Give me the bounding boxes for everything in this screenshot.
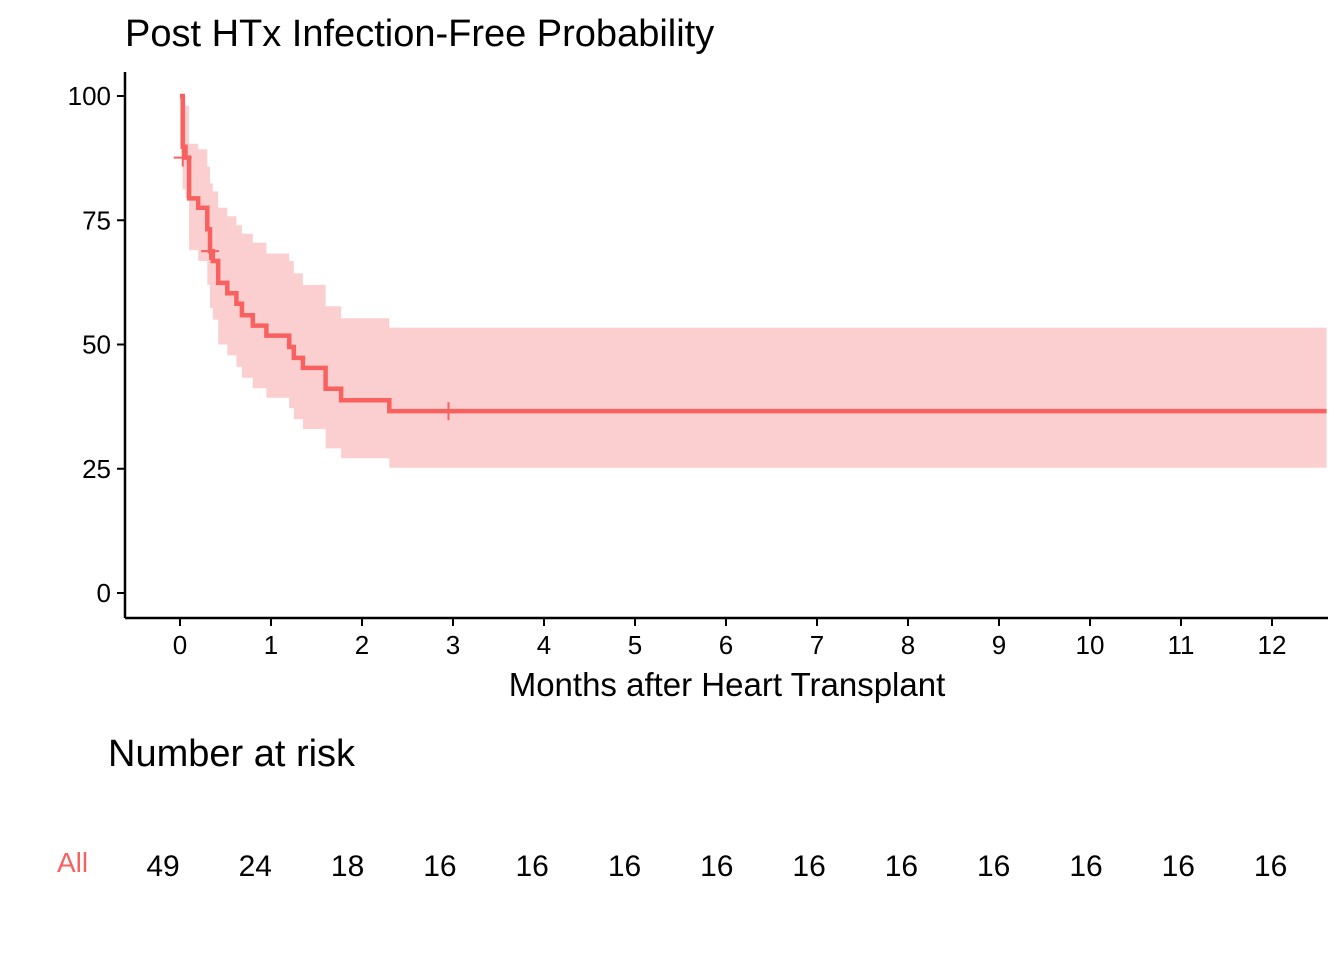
- y-tick-label: 0: [97, 578, 111, 608]
- x-tick-label: 1: [264, 630, 278, 660]
- x-tick-label: 10: [1076, 630, 1105, 660]
- risk-table-strata-label: All: [57, 847, 88, 878]
- risk-table-title: Number at risk: [108, 733, 356, 775]
- risk-table-value: 16: [1069, 850, 1102, 883]
- risk-table-value: 16: [516, 850, 549, 883]
- x-tick-label: 2: [355, 630, 369, 660]
- x-tick-label: 7: [810, 630, 824, 660]
- survival-curve-layer: [180, 93, 1327, 414]
- y-tick-label: 75: [82, 205, 111, 235]
- survival-curve: [180, 93, 1327, 414]
- risk-table-values: 49 24 18 16 16 16 16 16 16 16 16 16 16: [146, 850, 1287, 883]
- censor-mark: [439, 402, 458, 421]
- risk-table-value: 16: [977, 850, 1010, 883]
- risk-table-value: 16: [1254, 850, 1287, 883]
- risk-table-value: 16: [1162, 850, 1195, 883]
- y-tick-label: 100: [68, 81, 111, 111]
- x-tick-label: 6: [719, 630, 733, 660]
- confidence-band: [180, 96, 1327, 468]
- chart-title: Post HTx Infection-Free Probability: [125, 13, 714, 55]
- x-tick-label: 0: [173, 630, 187, 660]
- x-tick-label: 3: [446, 630, 460, 660]
- risk-table-value: 24: [239, 850, 272, 883]
- risk-table-value: 16: [885, 850, 918, 883]
- y-axis-ticks: 0 25 50 75 100: [68, 81, 125, 608]
- x-tick-label: 9: [992, 630, 1006, 660]
- censor-mark: [173, 148, 192, 167]
- risk-table-value: 16: [608, 850, 641, 883]
- risk-table-value: 49: [146, 850, 179, 883]
- risk-table-value: 16: [700, 850, 733, 883]
- x-axis-ticks: 0 1 2 3 4 5 6 7 8 9 10 11 12: [173, 618, 1287, 660]
- x-tick-label: 8: [901, 630, 915, 660]
- y-tick-label: 25: [82, 454, 111, 484]
- censor-marks-layer: [173, 148, 458, 421]
- confidence-band-layer: [180, 96, 1327, 468]
- risk-table-value: 16: [792, 850, 825, 883]
- censor-mark: [201, 242, 220, 261]
- x-tick-label: 11: [1168, 630, 1195, 660]
- x-tick-label: 5: [628, 630, 642, 660]
- x-tick-label: 4: [537, 630, 551, 660]
- x-axis-label: Months after Heart Transplant: [509, 666, 946, 703]
- y-tick-label: 50: [82, 330, 111, 360]
- risk-table-value: 16: [423, 850, 456, 883]
- x-tick-label: 12: [1258, 630, 1287, 660]
- risk-table-value: 18: [331, 850, 364, 883]
